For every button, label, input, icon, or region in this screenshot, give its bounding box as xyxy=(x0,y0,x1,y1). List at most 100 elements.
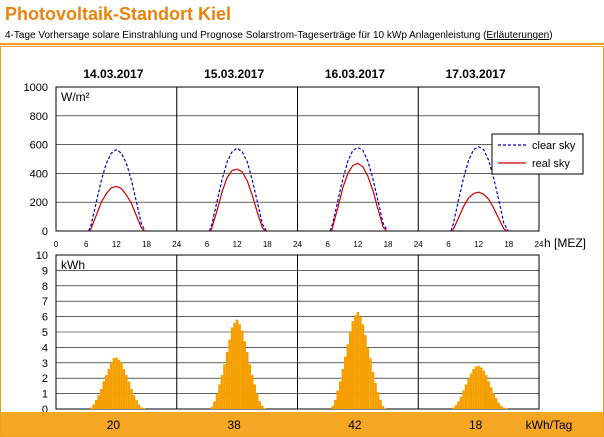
hour-tick-label: 12 xyxy=(353,240,362,249)
energy-bar xyxy=(92,404,95,409)
energy-bar xyxy=(228,339,231,409)
energy-bar xyxy=(452,407,455,409)
energy-bar xyxy=(263,408,267,409)
energy-bar xyxy=(95,399,98,409)
energy-bar xyxy=(89,407,93,409)
energy-bar xyxy=(333,399,337,409)
hour-tick-label: 18 xyxy=(142,240,151,249)
energy-bar xyxy=(341,369,345,409)
x-axis-label: h [MEZ] xyxy=(544,236,586,250)
explanations-link[interactable]: Erläuterungen xyxy=(486,30,550,41)
energy-bar xyxy=(331,405,334,409)
energy-bar xyxy=(371,372,375,409)
energy-bar xyxy=(243,341,246,409)
energy-bar xyxy=(261,405,264,409)
subtitle: 4-Tage Vorhersage solare Einstrahlung un… xyxy=(5,30,553,41)
energy-bar xyxy=(474,366,478,409)
energy-y-tick-label: 1 xyxy=(42,389,48,401)
hour-tick-label: 18 xyxy=(504,240,513,249)
energy-bar xyxy=(250,375,254,409)
subtitle-text: 4-Tage Vorhersage solare Einstrahlung un… xyxy=(5,30,481,41)
irradiance-y-tick-label: 200 xyxy=(30,197,48,209)
energy-bar xyxy=(464,384,468,409)
date-label: 17.03.2017 xyxy=(446,67,506,81)
irradiance-y-tick-label: 800 xyxy=(30,111,48,123)
energy-bar xyxy=(454,405,458,409)
energy-bar xyxy=(339,381,342,409)
energy-bar xyxy=(132,395,136,409)
energy-bar xyxy=(497,402,500,409)
energy-bar xyxy=(364,335,367,409)
energy-bar xyxy=(240,330,244,409)
energy-bar xyxy=(482,370,485,409)
energy-bar xyxy=(130,389,133,409)
page-title: Photovoltaik-Standort Kiel xyxy=(5,4,232,24)
hour-tick-label: 24 xyxy=(172,240,181,249)
energy-y-tick-label: 10 xyxy=(36,250,48,262)
energy-bar xyxy=(107,369,111,409)
energy-bar xyxy=(477,365,480,409)
energy-bar xyxy=(248,364,251,409)
link-open-paren: ( xyxy=(483,30,487,41)
energy-bar xyxy=(354,315,357,409)
energy-bar xyxy=(505,408,508,409)
date-label: 15.03.2017 xyxy=(204,67,264,81)
energy-y-tick-label: 4 xyxy=(42,342,48,354)
energy-bar xyxy=(142,408,146,409)
link-close-paren: ) xyxy=(549,30,553,41)
energy-bar xyxy=(479,367,483,409)
energy-bar xyxy=(122,369,126,409)
energy-y-tick-label: 7 xyxy=(42,296,48,308)
energy-bar xyxy=(225,352,229,409)
energy-bar xyxy=(366,347,370,409)
energy-bar xyxy=(359,316,362,409)
hour-tick-label: 6 xyxy=(325,240,330,249)
energy-bar xyxy=(137,404,141,409)
energy-bar xyxy=(349,332,352,409)
energy-bar xyxy=(381,405,385,409)
real-sky-series-line xyxy=(210,168,266,232)
daily-total-value: 20 xyxy=(107,418,121,432)
daily-total-value: 38 xyxy=(227,418,241,432)
energy-bar xyxy=(235,319,239,409)
clear-sky-series-line xyxy=(450,146,509,232)
date-label: 16.03.2017 xyxy=(325,67,385,81)
irradiance-y-axis-label: W/m² xyxy=(61,90,90,104)
energy-bar xyxy=(502,407,506,409)
energy-y-tick-label: 9 xyxy=(42,265,48,277)
energy-bar xyxy=(255,393,259,409)
energy-bar xyxy=(230,327,234,409)
energy-y-tick-label: 0 xyxy=(42,404,48,416)
energy-bar xyxy=(135,399,138,409)
energy-bar xyxy=(220,375,224,409)
energy-bar xyxy=(384,408,387,409)
energy-bar xyxy=(351,321,355,409)
energy-bar xyxy=(379,399,382,409)
hour-tick-label: 12 xyxy=(474,240,483,249)
energy-bar xyxy=(245,352,249,409)
daily-totals-band xyxy=(1,412,603,436)
energy-bar xyxy=(100,389,103,409)
clear-sky-series-line xyxy=(208,147,267,232)
daily-total-value: 18 xyxy=(469,418,483,432)
legend-clear-sky-label: clear sky xyxy=(532,140,576,152)
energy-bar xyxy=(238,324,241,409)
energy-y-tick-label: 5 xyxy=(42,327,48,339)
energy-bar xyxy=(346,344,350,409)
date-label: 14.03.2017 xyxy=(83,67,143,81)
energy-bar xyxy=(374,382,377,409)
hour-tick-label: 6 xyxy=(205,240,210,249)
energy-bar xyxy=(213,401,216,409)
energy-y-tick-label: 3 xyxy=(42,358,48,370)
energy-bar xyxy=(140,407,143,409)
energy-bar xyxy=(115,357,118,409)
real-sky-series-line xyxy=(89,185,146,232)
energy-bar xyxy=(102,381,106,409)
hour-tick-label: 18 xyxy=(384,240,393,249)
energy-bar xyxy=(223,364,226,409)
energy-bar xyxy=(484,375,488,409)
hour-tick-label: 0 xyxy=(54,240,59,249)
clear-sky-series-line xyxy=(88,148,147,232)
energy-bar xyxy=(369,358,372,409)
